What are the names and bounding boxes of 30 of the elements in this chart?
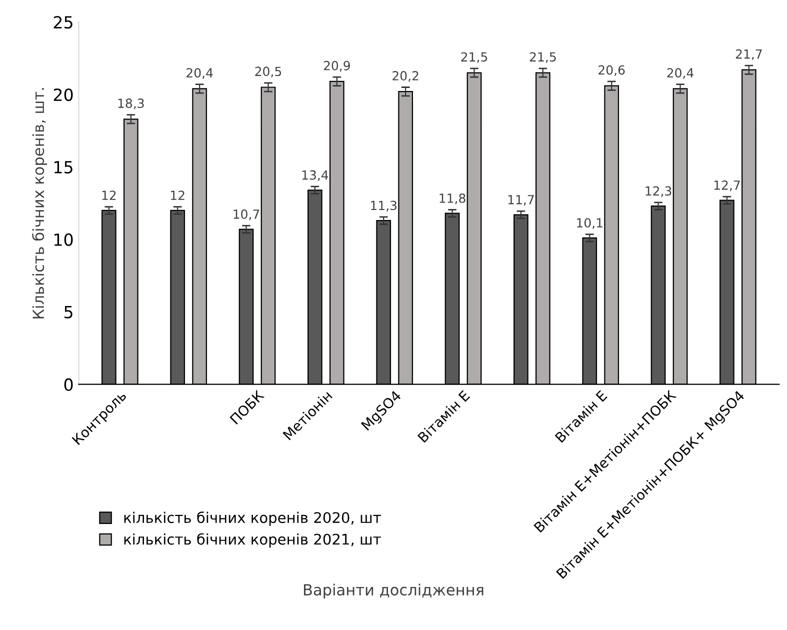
data-label: 10,7	[234, 209, 260, 220]
data-label: 21,5	[461, 52, 488, 63]
data-label: 13,4	[302, 170, 328, 182]
y-tick-label: 10	[54, 233, 73, 246]
data-label: 21,7	[736, 49, 762, 60]
data-label: 12	[102, 190, 116, 200]
y-axis-title: Кількість бічних коренів, шт.	[32, 88, 48, 318]
data-label: 20,2	[392, 71, 418, 82]
data-label: 18,3	[118, 98, 144, 110]
data-label: 12,7	[714, 180, 740, 192]
x-axis-title: Варіанти дослідження	[304, 584, 484, 599]
legend-label: кількість бічних коренів 2020, шт	[124, 512, 381, 526]
legend-label: кількість бічних коренів 2021, шт	[124, 533, 381, 548]
data-label: 20,6	[598, 65, 625, 76]
y-tick-label: 0	[64, 378, 73, 391]
data-label: 12,3	[646, 186, 672, 197]
data-label: 11,3	[371, 200, 397, 212]
data-label: 10,1	[577, 218, 602, 229]
data-label: 12	[171, 190, 184, 200]
data-label: 20,9	[324, 60, 350, 72]
data-label: 20,5	[255, 66, 282, 78]
data-label: 20,4	[667, 68, 694, 79]
data-label: 21,5	[530, 52, 556, 63]
y-tick-label: 5	[64, 306, 72, 318]
y-tick-label: 25	[54, 16, 72, 29]
y-tick-label: 20	[54, 88, 73, 102]
y-tick-label: 15	[54, 161, 72, 174]
data-label: 11,7	[508, 195, 534, 206]
data-label: 20,4	[186, 68, 213, 79]
data-label: 11,8	[440, 193, 466, 204]
